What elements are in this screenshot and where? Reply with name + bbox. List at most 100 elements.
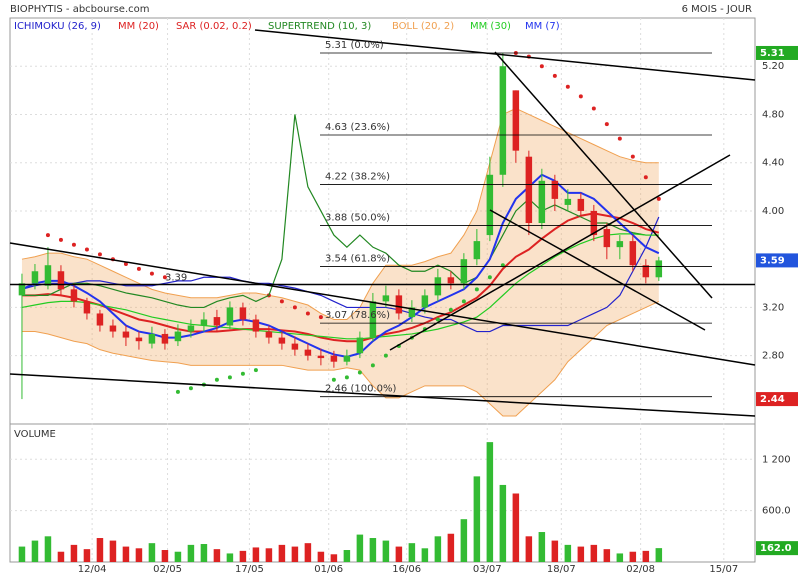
fibonacci-label: 3.54 (61.8%) [325,253,390,264]
sar-dot [474,287,479,292]
legend-entry: MM (20) [118,21,159,32]
candle-body [356,337,364,354]
x-tick-label: 17/05 [235,564,264,575]
candle-body [486,174,494,236]
x-tick-label: 02/05 [153,564,182,575]
volume-bar [239,550,247,562]
sar-dot [344,375,349,380]
fibonacci-label: 3.07 (78.6%) [325,310,390,321]
sar-dot [84,247,89,252]
level-label: 3.39 [165,273,187,284]
volume-bar [109,540,117,562]
sar-dot [188,386,193,391]
volume-bar [538,532,546,562]
legend-entry: MM (30) [470,21,511,32]
candle-body [369,301,377,338]
y-tick-label: 600.0 [762,506,791,517]
frame [9,17,756,563]
volume-bar [213,549,221,562]
indicator-line [21,114,659,309]
sar-dot [630,154,635,159]
volume-bar [395,546,403,562]
legend-entry: SAR (0.02, 0.2) [176,21,252,32]
volume-bar [135,548,143,562]
sar-dot [162,275,167,280]
volume-marker-label: 162.0 [760,543,792,554]
candle-body [551,180,559,199]
sar-dot [123,262,128,267]
volume-bar [486,442,494,562]
candle-body [161,333,169,344]
sar-dot [331,377,336,382]
price-marker [756,45,798,60]
candle-body [174,331,182,342]
y-tick-label: 3.20 [762,302,784,313]
fibonacci-label: 4.22 (38.2%) [325,171,390,182]
sar-dot [149,271,154,276]
sar-dot [97,252,102,257]
volume-bar [577,546,585,562]
candle-body [564,198,572,205]
candle-body [408,307,416,318]
y-tick-label: 5.20 [762,61,784,72]
sar-dot [448,307,453,312]
candle-body [291,343,299,350]
candle-body [96,313,104,326]
sar-dot [604,122,609,127]
price-marker [756,392,798,407]
candle-body [200,319,208,326]
candle-body [525,156,533,224]
volume-bar [304,543,312,562]
x-tick-label: 15/07 [709,564,738,575]
volume-bar [200,544,208,562]
candle-body [473,241,481,260]
volume-bar [421,548,429,562]
fibonacci-label: 4.63 (23.6%) [325,122,390,133]
trendline [494,51,713,299]
period: 6 MOIS - JOUR [682,4,752,15]
sar-dot [539,64,544,69]
candle-body [31,271,39,284]
trendline [9,373,756,417]
sar-dot [240,371,245,376]
candle-body [434,277,442,296]
candle-body [239,307,247,320]
sar-dot [175,389,180,394]
volume-bar [473,476,481,562]
candle-body [577,198,585,211]
sar-dot [461,299,466,304]
sar-dot [552,73,557,78]
candle-body [395,295,403,314]
sar-dot [292,305,297,310]
volume-bar [551,540,559,562]
volume-bar [434,536,442,562]
price-marker-label: 3.59 [760,255,785,266]
sar-dot [643,175,648,180]
indicator-line [21,216,660,333]
volume-marker [756,541,798,556]
volume-bar [161,550,169,562]
legend-entry: MM (7) [525,21,560,32]
sar-dot [318,315,323,320]
candle-body [616,241,624,248]
sar-dot [383,353,388,358]
candle-body [187,325,195,332]
x-tick-label: 02/08 [626,564,655,575]
y-tick-label: 2.80 [762,351,784,362]
volume-bar [642,550,650,562]
volume-bar [590,544,598,562]
volume-bar [603,549,611,562]
plot [10,18,755,562]
candle-body [57,271,65,290]
candle-body [70,289,78,302]
sar-dot [617,136,622,141]
volume-bar [18,546,26,562]
volume-bar [96,538,104,562]
sar-dot [305,311,310,316]
y-tick-label: 4.00 [762,206,784,217]
volume-bar [226,553,234,562]
x-tick-label: 12/04 [78,564,107,575]
candle-body [226,307,234,326]
